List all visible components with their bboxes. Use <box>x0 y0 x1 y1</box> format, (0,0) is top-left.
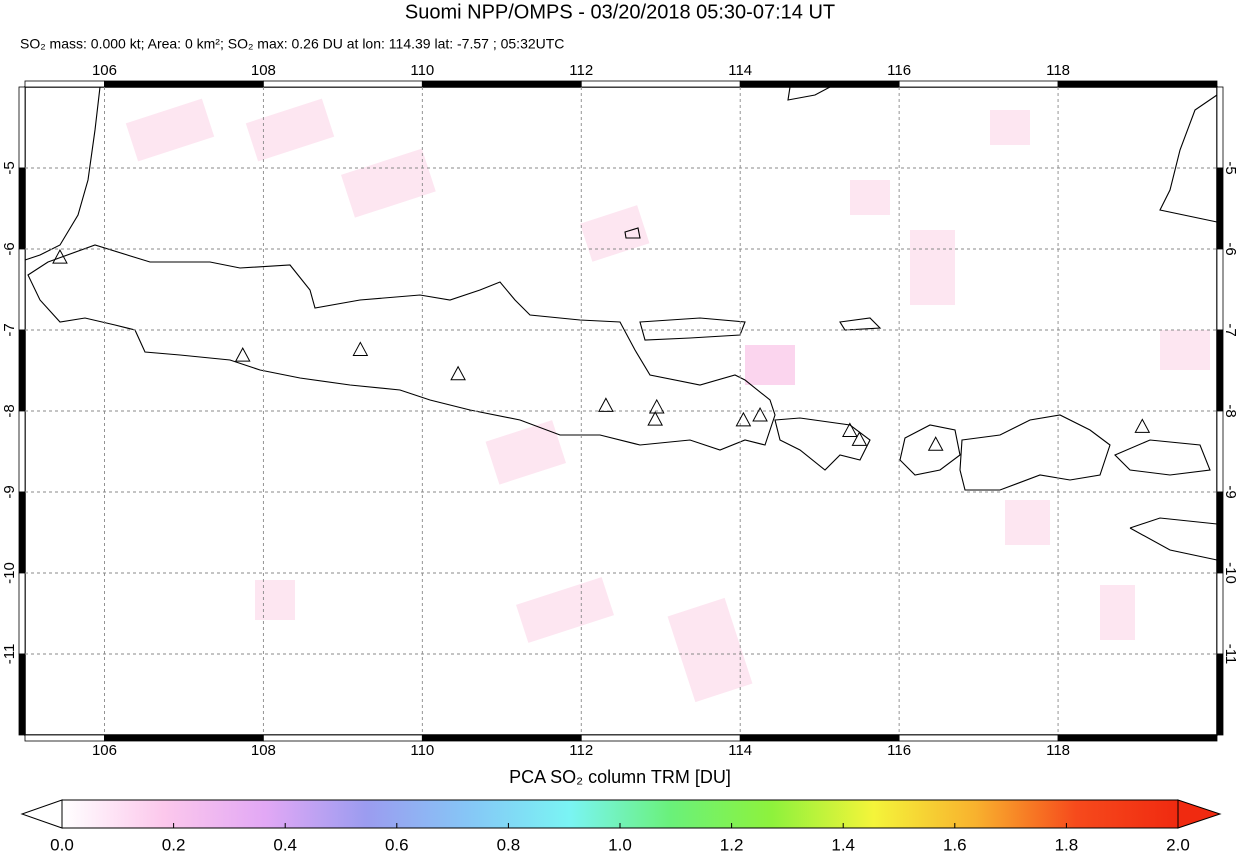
frame-bar <box>24 734 105 742</box>
frame-bar <box>1216 653 1224 736</box>
y-tick-label: -11 <box>1222 644 1239 665</box>
x-tick-label: 112 <box>569 62 593 79</box>
volcano <box>1134 418 1151 433</box>
x-tick-label: 112 <box>569 742 593 759</box>
volcano <box>598 397 614 412</box>
y-tick-label: -5 <box>1 161 18 174</box>
frame-bar <box>580 734 741 742</box>
volcano <box>352 341 369 356</box>
colorbar-tick-label: 0.6 <box>385 835 409 854</box>
subtitle: SO₂ mass: 0.000 kt; Area: 0 km²; SO₂ max… <box>20 36 564 52</box>
x-tick-label: 106 <box>92 742 117 759</box>
y-tick-label: -7 <box>1 323 18 336</box>
volcano <box>735 411 752 427</box>
volcano <box>752 406 768 422</box>
y-tick-label: -8 <box>1222 404 1239 417</box>
frame-bar <box>739 734 900 742</box>
coastlines <box>24 86 1218 561</box>
x-tick-label: 118 <box>1046 62 1070 79</box>
x-tick-label: 116 <box>887 62 911 79</box>
x-tick-label: 110 <box>410 62 434 79</box>
colorbar-tick-label: 2.0 <box>1166 835 1190 854</box>
colorbar-low-arrow <box>20 799 63 829</box>
frame-bar <box>421 734 582 742</box>
x-tick-label: 116 <box>887 742 911 759</box>
frame-bar <box>1057 734 1218 742</box>
x-tick-label: 108 <box>251 742 276 759</box>
volcano <box>842 422 858 437</box>
frame-bar <box>1057 80 1218 88</box>
y-tick-label: -7 <box>1222 323 1239 336</box>
frame-bar <box>262 80 423 88</box>
volcano <box>927 436 944 451</box>
volcano <box>648 398 665 414</box>
frame-bar <box>421 80 582 88</box>
y-tick-label: -10 <box>1222 562 1239 584</box>
y-tick-label: -11 <box>1 644 18 665</box>
frame-bar <box>898 734 1059 742</box>
colorbar-label: PCA SO₂ column TRM [DU] <box>509 767 731 787</box>
y-tick-label: -6 <box>1222 242 1239 255</box>
x-tick-label: 118 <box>1046 742 1070 759</box>
y-tick-label: -5 <box>1222 161 1239 174</box>
colorbar-tick-label: 1.0 <box>608 835 632 854</box>
frame-bar <box>104 80 264 88</box>
x-tick-label: 114 <box>728 62 752 79</box>
frame-bar <box>18 329 26 412</box>
colorbar-tick-label: 1.8 <box>1055 835 1079 854</box>
frame-bar <box>739 80 900 88</box>
frame-bar <box>18 653 26 736</box>
frame-bar <box>1216 86 1224 169</box>
frame-bar <box>898 80 1059 88</box>
volcano <box>234 347 251 362</box>
colorbar-tick-label: 0.8 <box>497 835 521 854</box>
x-tick-label: 114 <box>728 742 752 759</box>
frame-bar <box>1216 329 1224 412</box>
x-tick-label: 110 <box>410 742 434 759</box>
colorbar-tick-label: 0.0 <box>50 835 74 854</box>
title: Suomi NPP/OMPS - 03/20/2018 05:30-07:14 … <box>405 1 835 23</box>
frame-bar <box>1216 572 1224 655</box>
colorbar-tick-label: 0.4 <box>273 835 297 854</box>
frame-bar <box>262 734 423 742</box>
frame-bar <box>1216 410 1224 493</box>
volcano <box>851 431 868 446</box>
colorbar-tick-label: 0.2 <box>162 835 186 854</box>
frame-bar <box>580 80 741 88</box>
y-tick-label: -9 <box>1222 485 1239 498</box>
frame-bar <box>18 572 26 655</box>
x-tick-label: 108 <box>251 62 276 79</box>
volcano <box>52 249 68 264</box>
frame-bar <box>24 80 105 88</box>
frame-bar <box>18 410 26 493</box>
so2-pixels <box>125 98 1210 703</box>
frame-bar <box>18 248 26 331</box>
frame-bar <box>1216 491 1224 574</box>
y-tick-label: -6 <box>1 242 18 255</box>
x-tick-label: 106 <box>92 62 117 79</box>
frame-bar <box>1216 167 1224 250</box>
frame-bar <box>18 86 26 169</box>
volcano <box>647 411 664 426</box>
y-tick-label: -10 <box>1 562 18 584</box>
y-tick-label: -8 <box>1 404 18 417</box>
frame-bar <box>104 734 264 742</box>
colorbar-tick-label: 1.6 <box>943 835 967 854</box>
colorbar-high-arrow <box>1177 799 1222 829</box>
frame-bar <box>18 491 26 574</box>
colorbar-tick-label: 1.2 <box>720 835 744 854</box>
colorbar-tick-label: 1.4 <box>831 835 855 854</box>
frame-bar <box>18 167 26 250</box>
y-tick-label: -9 <box>1 485 18 498</box>
frame-bar <box>1216 248 1224 331</box>
volcano <box>450 365 466 381</box>
